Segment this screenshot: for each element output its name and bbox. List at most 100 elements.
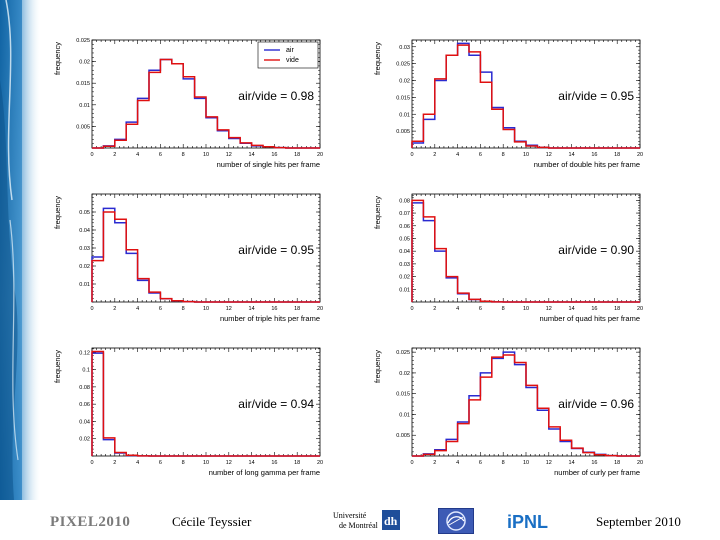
y-tick-label: 0.04 — [399, 249, 410, 255]
y-tick-label: 0.06 — [399, 224, 410, 230]
x-tick-label: 10 — [203, 152, 209, 158]
y-tick-label: 0.01 — [399, 112, 410, 118]
y-tick-label: 0.08 — [399, 198, 410, 204]
histogram-plot: 0 2 4 6 8 10 12 14 16 18 20 0.01 0.02 0.03 0.04 0.05 air… — [53, 193, 323, 323]
ipnl-logo-text: iPNL — [507, 512, 548, 532]
x-tick-label: 14 — [569, 460, 575, 466]
legend-box — [257, 41, 319, 69]
y-tick-label: 0.06 — [79, 402, 90, 408]
y-tick-label: 0.04 — [79, 419, 90, 425]
x-tick-label: 10 — [523, 460, 529, 466]
y-axis-title: frequency — [373, 350, 382, 383]
x-tick-label: 2 — [113, 306, 116, 312]
presentation-date: September 2010 — [596, 514, 681, 529]
chart-panel: 0 2 4 6 8 10 12 14 16 18 20 0.02 0.04 0.06 0.08 0.1 0.12… — [50, 344, 340, 484]
ratio-annotation: air/vide = 0.90 — [558, 243, 634, 257]
x-tick-label: 6 — [159, 152, 162, 158]
x-tick-label: 14 — [249, 460, 255, 466]
x-tick-label: 4 — [456, 152, 459, 158]
udem-logo-line1: Université — [333, 511, 367, 520]
y-tick-label: 0.04 — [79, 228, 90, 234]
x-tick-label: 2 — [433, 306, 436, 312]
conference-label: PIXEL2010 — [50, 514, 131, 530]
udem-logo-line2: de Montréal — [339, 521, 379, 530]
x-tick-label: 18 — [294, 152, 300, 158]
chart-panel: 0 2 4 6 8 10 12 14 16 18 20 0.005 0.01 0.015 0.02 0.025… — [50, 36, 340, 176]
y-axis-title: frequency — [53, 350, 62, 383]
x-tick-label: 16 — [271, 460, 277, 466]
x-tick-label: 6 — [479, 152, 482, 158]
x-tick-label: 20 — [317, 152, 323, 158]
x-tick-label: 6 — [159, 460, 162, 466]
x-tick-label: 12 — [546, 152, 552, 158]
x-tick-label: 4 — [136, 460, 139, 466]
y-axis-title: frequency — [373, 196, 382, 229]
ipnl-logo: iPNL — [507, 512, 548, 532]
plot-frame — [91, 193, 321, 303]
chart-panel: 0 2 4 6 8 10 12 14 16 18 20 0.005 0.01 0.015 0.02 0.025… — [370, 344, 660, 484]
x-axis-title: number of double hits per frame — [534, 160, 640, 169]
x-tick-label: 0 — [410, 460, 413, 466]
slide-footer: PIXEL2010 Cécile Teyssier Université de … — [0, 500, 720, 540]
y-tick-label: 0.03 — [79, 246, 90, 252]
y-tick-label: 0.005 — [396, 129, 410, 135]
x-tick-label: 12 — [546, 306, 552, 312]
x-tick-label: 2 — [113, 460, 116, 466]
x-tick-label: 20 — [317, 460, 323, 466]
y-axis-title: frequency — [53, 42, 62, 75]
y-tick-label: 0.08 — [79, 385, 90, 391]
histogram-plot: 0 2 4 6 8 10 12 14 16 18 20 0.005 0.01 0.015 0.02 0.025… — [373, 347, 643, 477]
x-tick-label: 6 — [479, 460, 482, 466]
x-tick-label: 14 — [569, 306, 575, 312]
x-tick-label: 10 — [203, 306, 209, 312]
y-axis-title: frequency — [373, 42, 382, 75]
plot-frame — [411, 39, 641, 149]
y-tick-label: 0.015 — [396, 95, 410, 101]
x-tick-label: 16 — [271, 152, 277, 158]
x-tick-label: 14 — [249, 152, 255, 158]
universite-de-montreal-logo: Université de Montréal dh — [333, 510, 400, 530]
x-axis-title: number of long gamma per frame — [209, 468, 320, 477]
x-tick-label: 0 — [410, 306, 413, 312]
x-tick-label: 8 — [182, 460, 185, 466]
x-tick-label: 2 — [433, 460, 436, 466]
series-line-vide — [411, 199, 640, 303]
x-tick-label: 4 — [136, 306, 139, 312]
x-tick-label: 2 — [113, 152, 116, 158]
x-tick-label: 8 — [502, 460, 505, 466]
x-tick-label: 2 — [433, 152, 436, 158]
x-tick-label: 16 — [271, 306, 277, 312]
x-tick-label: 8 — [182, 306, 185, 312]
series-line-vide — [91, 211, 320, 303]
x-tick-label: 10 — [203, 460, 209, 466]
x-tick-label: 16 — [591, 306, 597, 312]
y-tick-label: 0.025 — [76, 38, 90, 44]
x-tick-label: 20 — [317, 306, 323, 312]
y-tick-label: 0.12 — [79, 350, 90, 356]
x-tick-label: 0 — [90, 152, 93, 158]
x-axis-title: number of triple hits per frame — [220, 314, 320, 323]
x-tick-label: 20 — [637, 460, 643, 466]
y-tick-label: 0.05 — [79, 210, 90, 216]
y-tick-label: 0.025 — [396, 350, 410, 356]
ratio-annotation: air/vide = 0.98 — [238, 89, 314, 103]
x-axis-title: number of quad hits per frame — [540, 314, 640, 323]
x-tick-label: 20 — [637, 152, 643, 158]
y-tick-label: 0.05 — [399, 236, 410, 242]
y-tick-label: 0.07 — [399, 211, 410, 217]
chart-panel: 0 2 4 6 8 10 12 14 16 18 20 0.01 0.02 0.03 0.04 0.05 0.0… — [370, 190, 660, 330]
x-tick-label: 8 — [502, 152, 505, 158]
x-tick-label: 4 — [456, 460, 459, 466]
in2p3-logo — [438, 508, 474, 534]
plot-frame — [91, 347, 321, 457]
series-line-vide — [411, 44, 640, 149]
x-tick-label: 20 — [637, 306, 643, 312]
y-axis-title: frequency — [53, 196, 62, 229]
x-tick-label: 18 — [614, 460, 620, 466]
x-axis-title: number of curly per frame — [554, 468, 640, 477]
series-line-vide — [412, 354, 640, 457]
y-tick-label: 0.1 — [82, 368, 90, 374]
x-tick-label: 14 — [249, 306, 255, 312]
x-axis-title: number of single hits per frame — [217, 160, 320, 169]
